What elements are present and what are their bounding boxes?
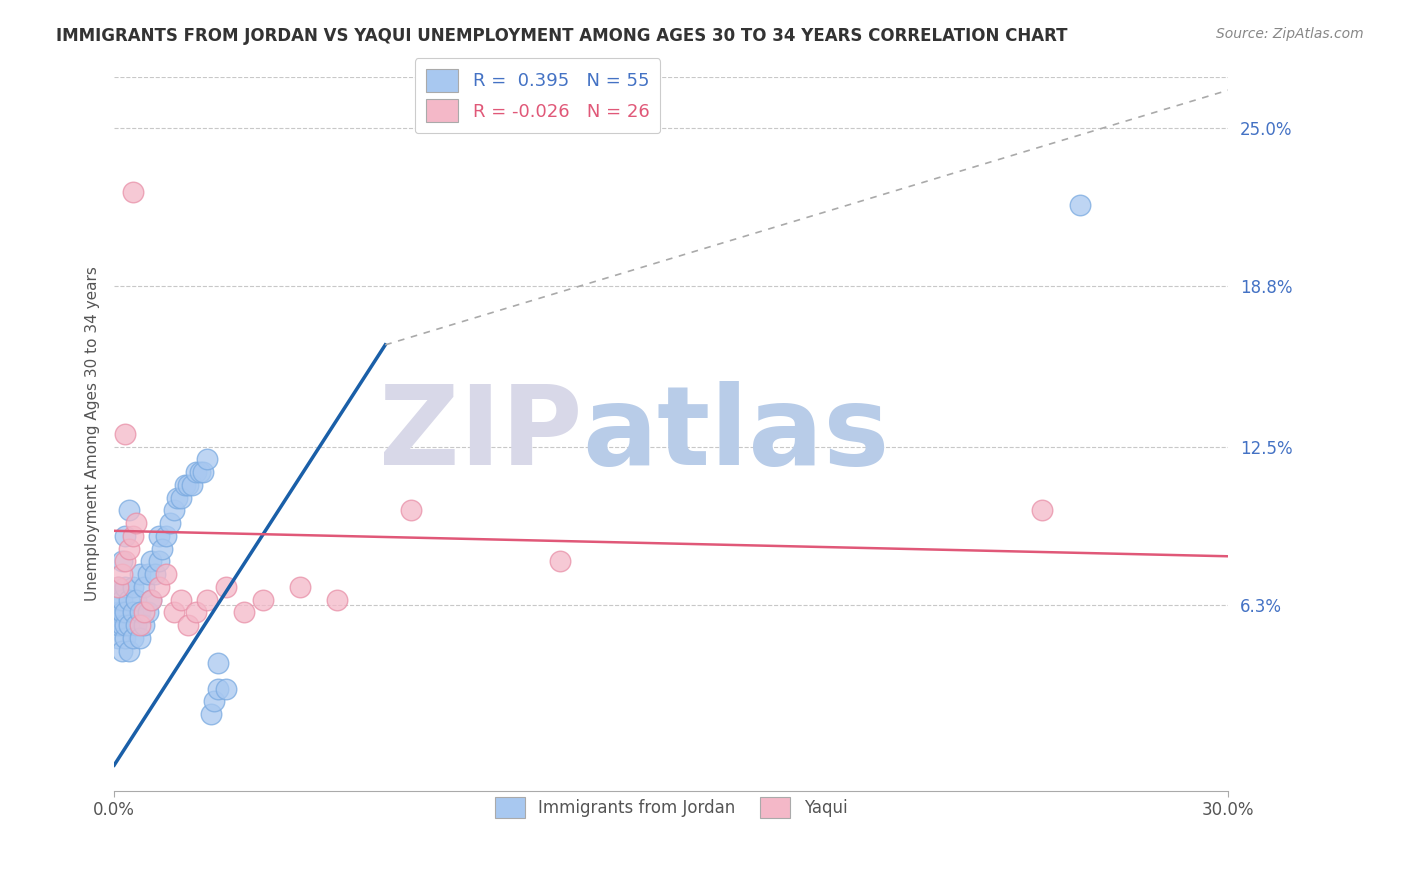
Point [125, 618, 148, 632]
Point [162, 503, 184, 517]
Point [193, 465, 215, 479]
Y-axis label: Unemployment Among Ages 30 to 34 years: Unemployment Among Ages 30 to 34 years [86, 267, 100, 601]
Point [118, 643, 141, 657]
Point [177, 618, 200, 632]
Point [204, 694, 226, 708]
Point [118, 541, 141, 556]
Point [136, 605, 159, 619]
Point [141, 554, 163, 568]
Point [252, 592, 274, 607]
Point [1031, 503, 1053, 517]
Point [177, 478, 200, 492]
Point [233, 605, 256, 619]
Point [110, 643, 132, 657]
Point [326, 592, 349, 607]
Point [129, 631, 152, 645]
Point [114, 529, 136, 543]
Text: Source: ZipAtlas.com: Source: ZipAtlas.com [1216, 27, 1364, 41]
Point [170, 592, 193, 607]
Point [166, 491, 188, 505]
Point [141, 592, 163, 607]
Point [155, 529, 177, 543]
Point [110, 592, 132, 607]
Point [110, 554, 132, 568]
Point [114, 427, 136, 442]
Point [184, 465, 207, 479]
Point [148, 529, 170, 543]
Point [121, 580, 143, 594]
Point [148, 554, 170, 568]
Point [1069, 198, 1091, 212]
Point [132, 580, 155, 594]
Point [107, 631, 129, 645]
Point [110, 567, 132, 582]
Point [121, 185, 143, 199]
Point [121, 631, 143, 645]
Point [121, 605, 143, 619]
Text: atlas: atlas [582, 381, 890, 488]
Point [148, 580, 170, 594]
Point [132, 618, 155, 632]
Point [288, 580, 311, 594]
Point [548, 554, 571, 568]
Point [195, 592, 218, 607]
Point [107, 618, 129, 632]
Point [207, 657, 229, 671]
Text: IMMIGRANTS FROM JORDAN VS YAQUI UNEMPLOYMENT AMONG AGES 30 TO 34 YEARS CORRELATI: IMMIGRANTS FROM JORDAN VS YAQUI UNEMPLOY… [56, 27, 1067, 45]
Point [129, 605, 152, 619]
Point [143, 567, 166, 582]
Text: ZIP: ZIP [378, 381, 582, 488]
Point [132, 605, 155, 619]
Point [184, 605, 207, 619]
Point [136, 567, 159, 582]
Point [118, 618, 141, 632]
Point [107, 580, 129, 594]
Point [152, 541, 174, 556]
Point [114, 580, 136, 594]
Point [118, 503, 141, 517]
Point [125, 516, 148, 531]
Point [155, 567, 177, 582]
Point [207, 681, 229, 696]
Legend: Immigrants from Jordan, Yaqui: Immigrants from Jordan, Yaqui [488, 790, 853, 825]
Point [200, 707, 222, 722]
Point [214, 681, 236, 696]
Point [141, 592, 163, 607]
Point [118, 592, 141, 607]
Point [107, 592, 129, 607]
Point [125, 592, 148, 607]
Point [181, 478, 204, 492]
Point [195, 452, 218, 467]
Point [173, 478, 195, 492]
Point [114, 554, 136, 568]
Point [114, 631, 136, 645]
Point [159, 516, 181, 531]
Point [399, 503, 422, 517]
Point [107, 580, 129, 594]
Point [110, 605, 132, 619]
Point [170, 491, 193, 505]
Point [114, 605, 136, 619]
Point [129, 567, 152, 582]
Point [110, 618, 132, 632]
Point [129, 618, 152, 632]
Point [121, 529, 143, 543]
Point [162, 605, 184, 619]
Point [107, 605, 129, 619]
Point [114, 618, 136, 632]
Point [188, 465, 211, 479]
Point [214, 580, 236, 594]
